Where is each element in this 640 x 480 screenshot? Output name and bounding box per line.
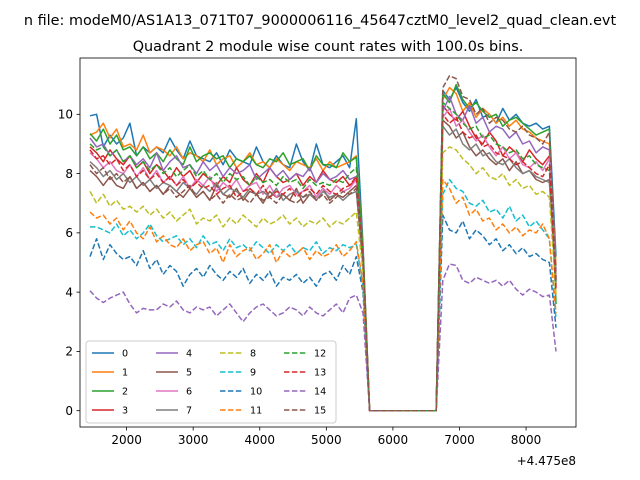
legend-label-5: 5 (186, 368, 192, 379)
figure-suptitle: n file: modeM0/AS1A13_071T07_9000006116_… (24, 13, 617, 29)
chart-title: Quadrant 2 module wise count rates with … (133, 39, 524, 55)
legend-label-11: 11 (250, 406, 262, 417)
series-line-13 (89, 113, 557, 412)
x-tick-label: 2000 (111, 433, 142, 447)
y-tick-label: 8 (65, 167, 73, 181)
series-line-12 (89, 101, 557, 412)
legend-box (85, 340, 337, 424)
y-tick-label: 2 (65, 345, 73, 359)
y-tick-label: 6 (65, 226, 73, 240)
legend-label-8: 8 (250, 349, 256, 360)
legend-label-10: 10 (250, 387, 262, 398)
legend-label-15: 15 (314, 406, 326, 417)
legend-label-13: 13 (314, 368, 326, 379)
y-tick-label: 10 (58, 108, 73, 122)
x-offset-label: +4.475e8 (517, 454, 576, 468)
legend-label-14: 14 (314, 387, 326, 398)
legend-label-1: 1 (122, 368, 128, 379)
legend-label-7: 7 (186, 406, 192, 417)
legend-label-6: 6 (186, 387, 192, 398)
series-line-2 (89, 83, 557, 412)
legend-label-2: 2 (122, 387, 128, 398)
series-line-9 (90, 178, 557, 412)
series-line-14 (89, 263, 557, 412)
y-tick-label: 4 (65, 285, 73, 299)
y-tick-label: 0 (65, 404, 73, 418)
series-line-10 (89, 214, 557, 412)
series-line-4 (89, 95, 557, 412)
legend-label-3: 3 (122, 406, 128, 417)
x-tick-label: 7000 (444, 433, 475, 447)
series-line-11 (89, 178, 557, 412)
series-line-8 (89, 146, 557, 412)
legend-label-9: 9 (250, 368, 256, 379)
legend-label-0: 0 (122, 349, 128, 360)
x-tick-label: 8000 (511, 433, 542, 447)
series-line-15 (89, 75, 557, 412)
x-tick-label: 3000 (178, 433, 209, 447)
axes-frame (79, 57, 577, 428)
legend-label-12: 12 (314, 349, 326, 360)
series-line-7 (89, 125, 557, 412)
legend-label-4: 4 (186, 349, 192, 360)
x-tick-label: 4000 (244, 433, 275, 447)
x-tick-label: 5000 (311, 433, 342, 447)
x-tick-label: 6000 (378, 433, 409, 447)
